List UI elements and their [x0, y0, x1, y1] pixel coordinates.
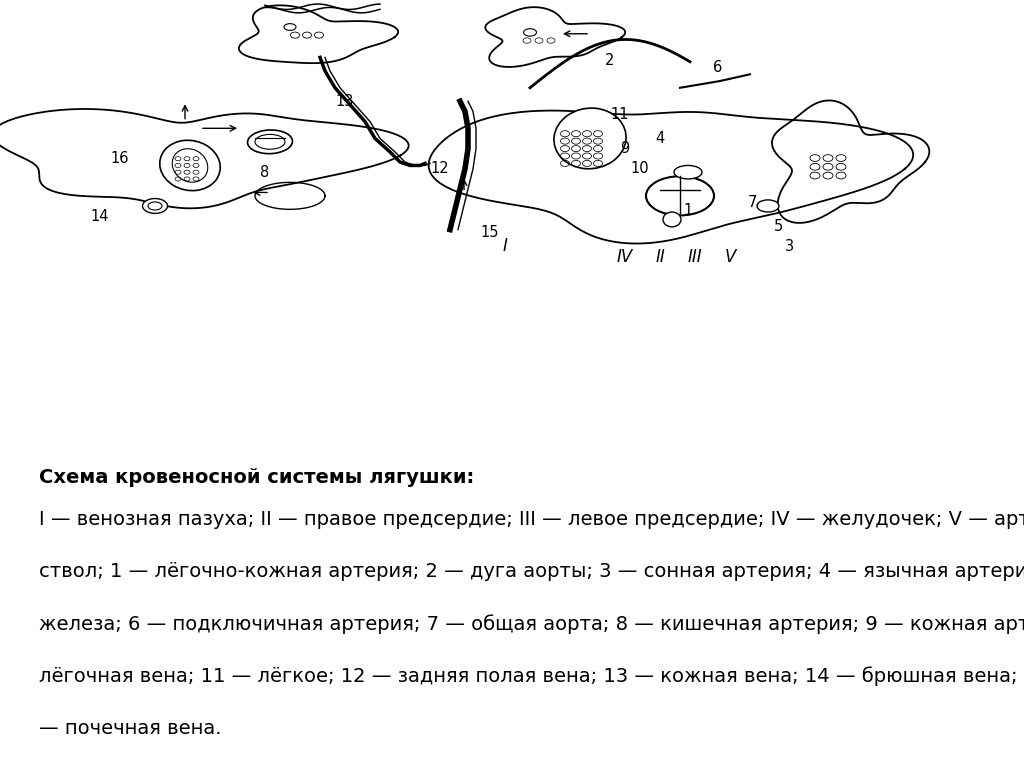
- Polygon shape: [0, 109, 409, 209]
- Text: 11: 11: [610, 107, 630, 122]
- Ellipse shape: [523, 28, 537, 36]
- Ellipse shape: [663, 212, 681, 227]
- Text: 9: 9: [621, 141, 630, 156]
- Text: 13: 13: [336, 94, 354, 109]
- Text: 12: 12: [431, 161, 450, 176]
- Ellipse shape: [554, 108, 626, 169]
- Polygon shape: [429, 110, 913, 244]
- Text: III: III: [688, 248, 702, 265]
- Ellipse shape: [284, 24, 296, 31]
- Polygon shape: [772, 100, 930, 223]
- Text: железа; 6 — подключичная артерия; 7 — общая аорта; 8 — кишечная артерия; 9 — кож: железа; 6 — подключичная артерия; 7 — об…: [39, 614, 1024, 634]
- Ellipse shape: [674, 166, 702, 179]
- Text: 8: 8: [260, 165, 269, 179]
- Ellipse shape: [142, 199, 168, 213]
- Text: — почечная вена.: — почечная вена.: [39, 719, 221, 738]
- Text: 5: 5: [773, 219, 782, 234]
- Text: IV: IV: [616, 248, 633, 265]
- Text: лёгочная вена; 11 — лёгкое; 12 — задняя полая вена; 13 — кожная вена; 14 — брюшн: лёгочная вена; 11 — лёгкое; 12 — задняя …: [39, 667, 1024, 686]
- Polygon shape: [255, 183, 325, 209]
- Text: 6: 6: [714, 60, 723, 75]
- Polygon shape: [239, 5, 398, 63]
- Text: Схема кровеносной системы лягушки:: Схема кровеносной системы лягушки:: [39, 468, 474, 487]
- Text: 7: 7: [748, 195, 757, 210]
- Text: 2: 2: [605, 53, 614, 68]
- Text: V: V: [724, 248, 735, 265]
- Text: 15: 15: [480, 225, 500, 241]
- Text: I — венозная пазуха; II — правое предсердие; III — левое предсердие; IV — желудо: I — венозная пазуха; II — правое предсер…: [39, 510, 1024, 529]
- Text: 14: 14: [91, 209, 110, 224]
- Text: ствол; 1 — лёгочно-кожная артерия; 2 — дуга аорты; 3 — сонная артерия; 4 — язычн: ствол; 1 — лёгочно-кожная артерия; 2 — д…: [39, 562, 1024, 581]
- Text: 16: 16: [111, 151, 129, 166]
- Text: 4: 4: [655, 131, 665, 146]
- Ellipse shape: [248, 130, 293, 153]
- Text: I: I: [503, 238, 508, 255]
- Ellipse shape: [757, 200, 779, 212]
- Text: 1: 1: [683, 203, 692, 218]
- Ellipse shape: [160, 140, 220, 191]
- Polygon shape: [485, 7, 626, 67]
- Ellipse shape: [646, 176, 714, 216]
- Text: 10: 10: [631, 161, 649, 176]
- Text: II: II: [655, 248, 665, 265]
- Polygon shape: [111, 209, 125, 223]
- Text: 3: 3: [785, 239, 795, 254]
